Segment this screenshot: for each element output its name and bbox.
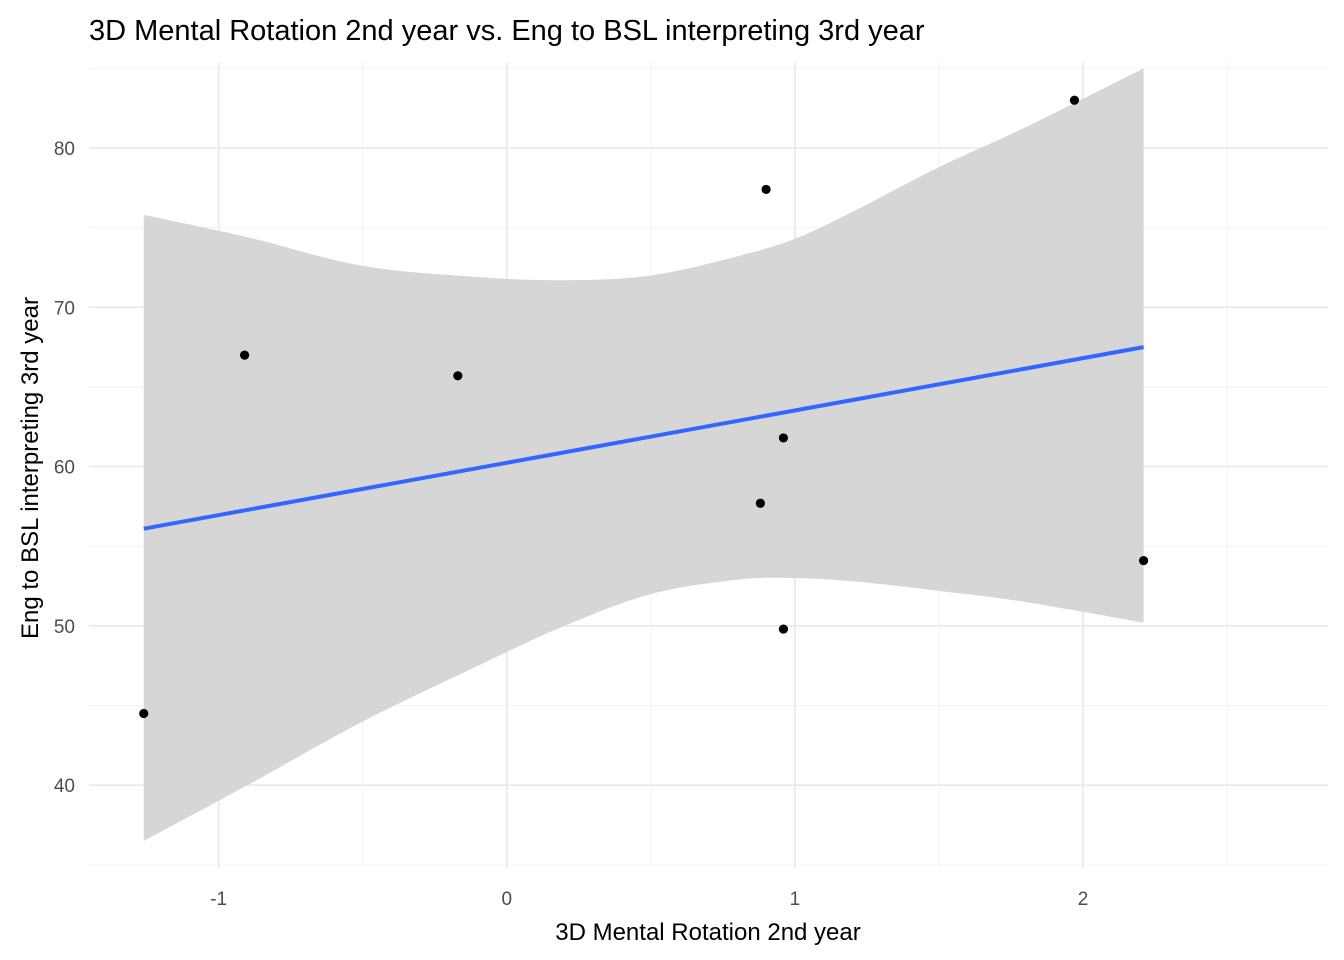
y-tick-label: 40 (54, 776, 75, 797)
x-tick-label: 1 (790, 889, 801, 910)
data-point (453, 371, 463, 381)
y-axis-title: Eng to BSL interpreting 3rd year (17, 297, 44, 639)
y-tick-label: 50 (54, 617, 75, 638)
data-point (1138, 555, 1149, 566)
x-axis-title: 3D Mental Rotation 2nd year (555, 919, 861, 946)
data-point (778, 433, 789, 443)
data-point (139, 708, 149, 719)
confidence-band-layer (143, 68, 1144, 841)
x-tick-label: 2 (1078, 889, 1089, 910)
tick-label-layer: -1 0 1 2 40 50 60 70 80 (54, 139, 1089, 910)
regression-line (143, 345, 1144, 531)
confidence-band (143, 68, 1144, 841)
data-point (755, 498, 765, 508)
y-tick-label: 80 (54, 139, 75, 160)
x-tick-label: 0 (502, 889, 513, 910)
fit-line-layer (143, 345, 1144, 531)
data-point (1069, 95, 1080, 105)
data-point (778, 624, 789, 634)
y-tick-label: 70 (54, 298, 75, 319)
point-layer (139, 95, 1149, 719)
data-point (239, 350, 250, 360)
x-tick-label: -1 (210, 889, 227, 910)
chart-title: 3D Mental Rotation 2nd year vs. Eng to B… (89, 15, 925, 47)
data-point (761, 184, 771, 195)
y-tick-label: 60 (54, 458, 75, 479)
